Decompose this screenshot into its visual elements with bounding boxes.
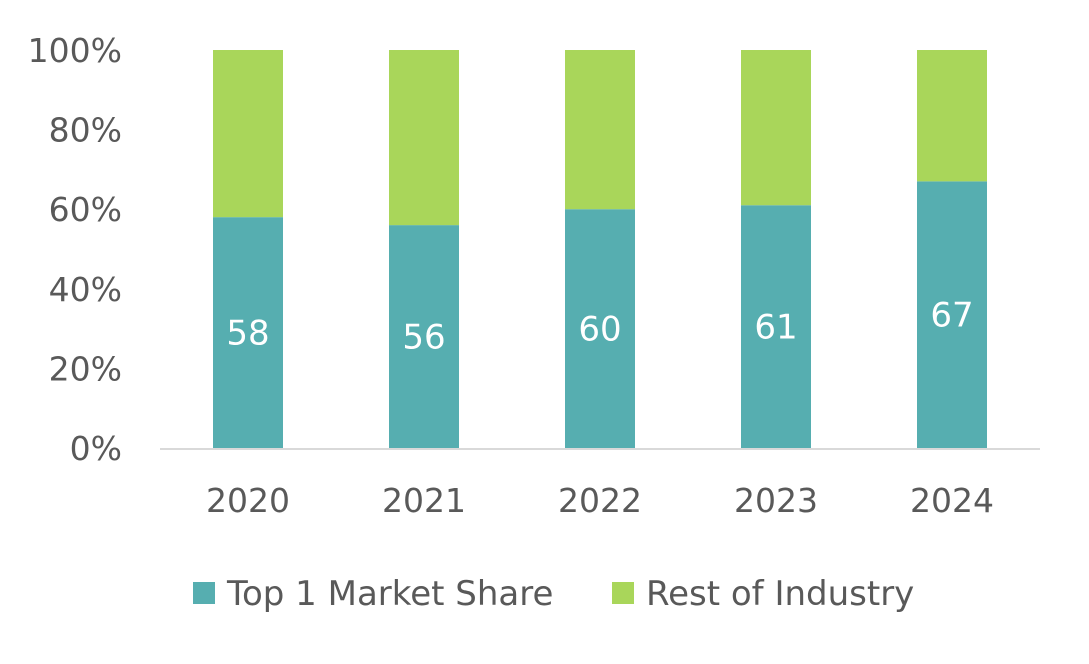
bar-segment-top-1-market-share bbox=[389, 225, 459, 448]
x-tick-label: 2021 bbox=[382, 481, 466, 520]
bar-data-label: 61 bbox=[754, 308, 797, 348]
x-tick-label: 2022 bbox=[558, 481, 642, 520]
y-tick-label: 100% bbox=[28, 31, 122, 70]
bar-data-label: 60 bbox=[578, 310, 621, 350]
y-tick-label: 60% bbox=[49, 190, 122, 229]
bar-data-label: 58 bbox=[226, 314, 269, 354]
bar-segment-rest-of-industry bbox=[565, 50, 635, 210]
x-tick-label: 2024 bbox=[910, 481, 994, 520]
x-tick-label: 2020 bbox=[206, 481, 290, 520]
x-axis-tick-labels: 2020 2021 2022 2023 2024 bbox=[206, 481, 994, 520]
bar-segment-rest-of-industry bbox=[741, 50, 811, 206]
bar-segment-rest-of-industry bbox=[213, 50, 283, 218]
legend-swatch bbox=[612, 582, 634, 604]
x-tick-label: 2023 bbox=[734, 481, 818, 520]
bar-data-label: 67 bbox=[930, 296, 973, 336]
y-tick-label: 20% bbox=[49, 349, 122, 388]
bar-segment-rest-of-industry bbox=[917, 50, 987, 182]
bar-segment-rest-of-industry bbox=[389, 50, 459, 226]
bar-segment-top-1-market-share bbox=[741, 205, 811, 448]
y-axis-tick-labels: 0% 20% 40% 60% 80% 100% bbox=[28, 31, 122, 468]
y-tick-label: 40% bbox=[49, 270, 122, 309]
legend: Top 1 Market Share Rest of Industry bbox=[193, 574, 914, 614]
bar-data-label: 56 bbox=[402, 318, 445, 358]
legend-swatch bbox=[193, 582, 215, 604]
legend-label: Rest of Industry bbox=[646, 574, 914, 614]
bar-series bbox=[213, 50, 987, 448]
bar-segment-top-1-market-share bbox=[565, 209, 635, 448]
y-tick-label: 80% bbox=[49, 111, 122, 150]
y-tick-label: 0% bbox=[70, 429, 122, 468]
bar-segment-top-1-market-share bbox=[213, 217, 283, 448]
bar-segment-top-1-market-share bbox=[917, 181, 987, 448]
data-labels: 58 56 60 61 67 bbox=[226, 296, 973, 358]
legend-label: Top 1 Market Share bbox=[226, 574, 553, 614]
